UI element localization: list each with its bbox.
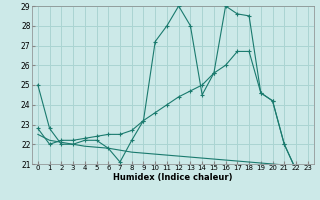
X-axis label: Humidex (Indice chaleur): Humidex (Indice chaleur) bbox=[113, 173, 233, 182]
